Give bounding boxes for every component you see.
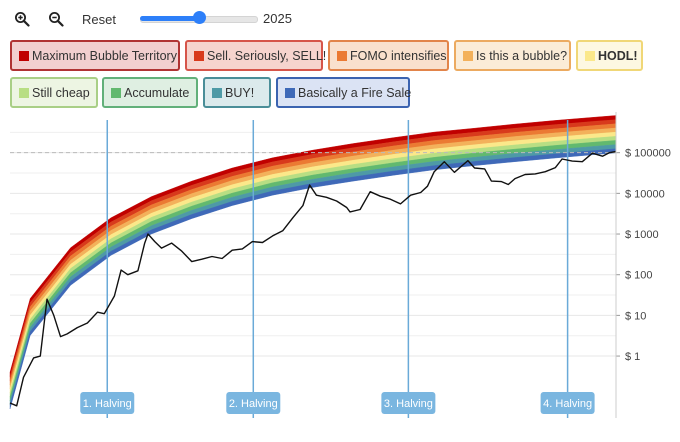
rainbow-bands	[9, 115, 617, 410]
legend-label: Maximum Bubble Territory	[32, 48, 177, 63]
legend-swatch	[19, 50, 29, 61]
legend-item-sell[interactable]: Sell. Seriously, SELL!	[185, 40, 327, 71]
legend-item-maximum-bubble[interactable]: Maximum Bubble Territory	[10, 40, 180, 71]
year-slider[interactable]	[140, 11, 258, 24]
legend-swatch	[285, 87, 295, 98]
legend-item-buy[interactable]: BUY!	[203, 77, 271, 108]
halving-label: 3. Halving	[384, 398, 433, 410]
legend-swatch	[111, 87, 121, 98]
legend-swatch	[585, 50, 595, 61]
year-value: 2025	[263, 11, 292, 26]
legend-item-fomo[interactable]: FOMO intensifies	[328, 40, 449, 71]
slider-thumb[interactable]	[192, 11, 206, 24]
legend-item-hodl[interactable]: HODL!	[576, 40, 643, 71]
y-tick-label: $ 10000	[625, 188, 665, 200]
legend-label: Basically a Fire Sale	[298, 85, 412, 100]
halving-label-box	[540, 392, 595, 414]
slider-fill	[140, 16, 199, 21]
legend-item-accumulate[interactable]: Accumulate	[102, 77, 198, 108]
legend-swatch	[194, 50, 204, 61]
legend-swatch	[463, 50, 473, 61]
y-tick-label: $ 10	[625, 310, 646, 322]
legend-label: HODL!	[598, 48, 638, 63]
legend-label: Still cheap	[32, 85, 90, 100]
rainbow-band	[9, 148, 617, 410]
legend-item-fire-sale[interactable]: Basically a Fire Sale	[276, 77, 412, 108]
zoom-out-button[interactable]	[42, 7, 70, 31]
halving-label-box	[226, 392, 281, 414]
legend-label: FOMO intensifies	[350, 48, 447, 63]
halving-label: 2. Halving	[229, 398, 278, 410]
legend-item-bubble[interactable]: Is this a bubble?	[454, 40, 571, 71]
price-series	[9, 150, 617, 407]
legend-label: BUY!	[225, 85, 255, 100]
y-tick-label: $ 1000	[625, 229, 659, 241]
legend-label: Accumulate	[124, 85, 190, 100]
toolbar: Reset	[8, 6, 116, 32]
y-tick-label: $ 100	[625, 270, 653, 282]
halving-label: 1. Halving	[83, 398, 132, 410]
rainbow-chart: 1. Halving 2. Halving 3. Halving 4. Halving…	[9, 112, 671, 418]
halving-label: 4. Halving	[543, 398, 592, 410]
legend-swatch	[212, 87, 222, 98]
legend-swatch	[337, 50, 347, 61]
y-tick-label: $ 1	[625, 351, 640, 363]
y-tick-label: $ 100000	[625, 148, 671, 160]
halving-label-box	[381, 392, 436, 414]
legend-label: Sell. Seriously, SELL!	[207, 48, 327, 63]
legend-swatch	[19, 87, 29, 98]
reset-button[interactable]: Reset	[82, 11, 116, 27]
legend-label: Is this a bubble?	[476, 48, 568, 63]
zoom-out-icon	[49, 12, 64, 27]
halving-lines: 1. Halving 2. Halving 3. Halving 4. Halving…	[80, 120, 595, 418]
y-axis-ticks: $ 1 $ 10 $ 100 $ 1000 $ 10000 $ 100000	[615, 112, 671, 418]
halving-label-box	[80, 392, 135, 414]
price-line	[9, 150, 617, 407]
legend-item-still-cheap[interactable]: Still cheap	[10, 77, 98, 108]
zoom-in-icon	[15, 12, 30, 27]
zoom-in-button[interactable]	[8, 7, 36, 31]
